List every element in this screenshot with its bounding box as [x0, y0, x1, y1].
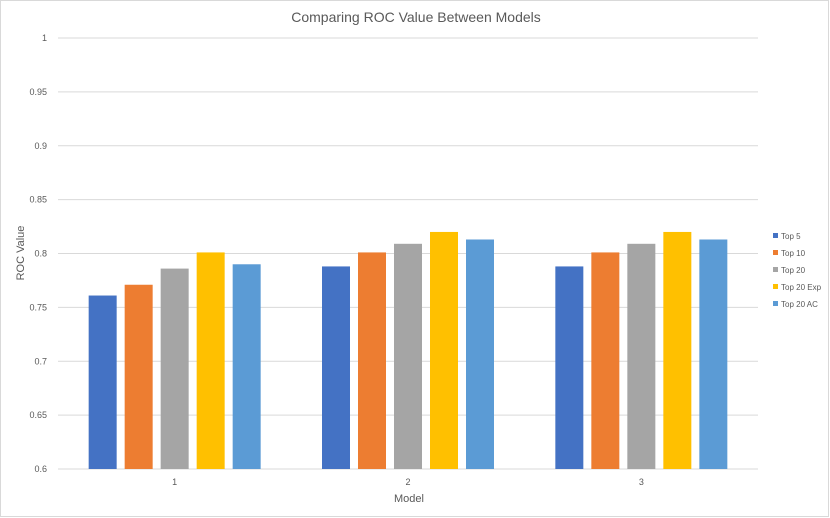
y-tick-label: 0.7 [34, 356, 47, 366]
y-tick-label: 0.8 [34, 249, 47, 259]
y-tick-label: 0.6 [34, 464, 47, 474]
bar-top-20-exp-model-2 [430, 231, 458, 469]
bar-top-20-ac-model-2 [466, 239, 494, 469]
legend-swatch [773, 284, 778, 289]
bar-top-5-model-3 [555, 266, 584, 469]
legend-label: Top 20 Exp [781, 283, 822, 292]
y-axis-label: ROC Value [15, 226, 27, 281]
bar-top-20-ac-model-3 [699, 239, 728, 469]
y-tick-label: 0.65 [29, 410, 47, 420]
y-tick-label: 0.95 [29, 87, 47, 97]
legend: Top 5 Top 10 Top 20 Top 20 Exp Top 20 AC [773, 232, 822, 309]
bar-top-10-model-2 [358, 252, 386, 469]
legend-label: Top 20 AC [781, 300, 818, 309]
bar-top-20-model-2 [394, 243, 422, 469]
legend-label: Top 10 [781, 249, 806, 258]
x-axis-ticks: 1 2 3 [172, 477, 644, 487]
bar-top-20-exp-model-1 [196, 252, 225, 469]
bars [88, 231, 728, 469]
x-tick-label: 3 [639, 477, 644, 487]
legend-swatch [773, 233, 778, 238]
bar-top-10-model-1 [124, 284, 153, 469]
x-tick-label: 2 [405, 477, 410, 487]
bar-top-20-model-3 [627, 243, 656, 469]
y-tick-label: 0.75 [29, 302, 47, 312]
bar-top-10-model-3 [591, 252, 620, 469]
bar-top-20-ac-model-1 [232, 264, 261, 469]
x-axis-label: Model [394, 493, 424, 505]
chart-title: Comparing ROC Value Between Models [291, 9, 541, 25]
bar-top-20-exp-model-3 [663, 231, 692, 469]
y-tick-label: 0.9 [34, 141, 47, 151]
x-tick-label: 1 [172, 477, 177, 487]
legend-label: Top 5 [781, 232, 801, 241]
bar-top-5-model-2 [322, 266, 350, 469]
legend-swatch [773, 267, 778, 272]
legend-label: Top 20 [781, 266, 806, 275]
y-axis-ticks: 0.6 0.65 0.7 0.75 0.8 0.85 0.9 0.95 1 [29, 33, 47, 474]
y-tick-label: 0.85 [29, 195, 47, 205]
bar-top-5-model-1 [88, 295, 117, 469]
legend-swatch [773, 301, 778, 306]
y-tick-label: 1 [42, 33, 47, 43]
bar-top-20-model-1 [160, 268, 189, 469]
legend-swatch [773, 250, 778, 255]
